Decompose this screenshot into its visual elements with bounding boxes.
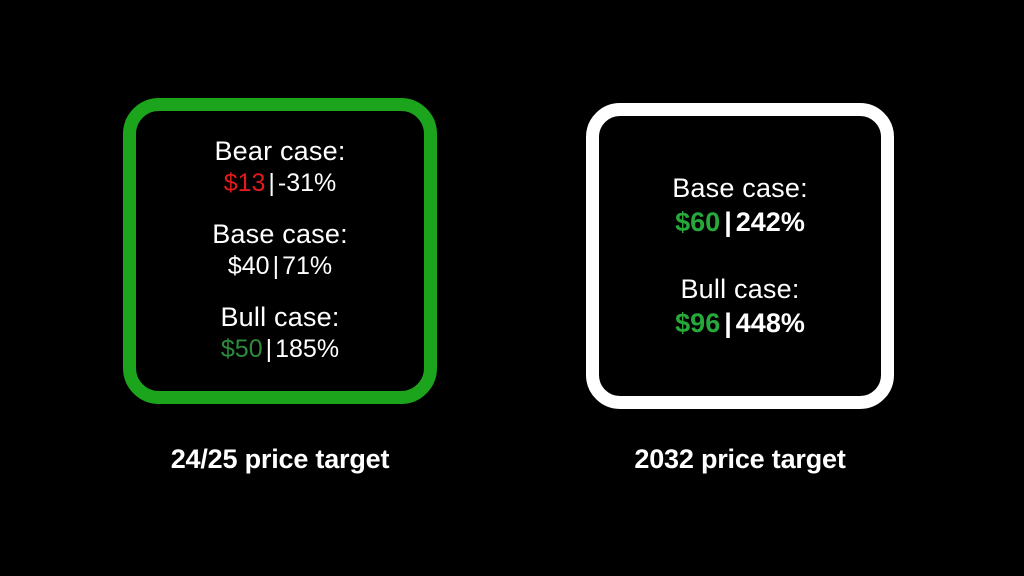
- price-target-column-left: Bear case: $13 | -31% Base case: $40 | 71% B…: [123, 98, 437, 404]
- case-values-base-right: $60 | 242%: [672, 205, 808, 239]
- case-values-bull-right: $96 | 448%: [675, 306, 805, 340]
- case-label-bull-right: Bull case:: [680, 273, 800, 304]
- case-values-base-left: $40 | 71%: [212, 251, 348, 282]
- price-target-column-right: Base case: $60 | 242% Bull case: $96 | 448%: [586, 103, 894, 409]
- case-price-bull-right: $96: [675, 307, 721, 338]
- case-block-bull-right: Bull case: $96 | 448%: [675, 272, 805, 340]
- case-separator-bull-right: |: [724, 307, 732, 338]
- case-block-bull-left: Bull case: $50 | 185%: [220, 301, 339, 365]
- case-block-base-left: Base case: $40 | 71%: [212, 218, 348, 282]
- case-label-bear: Bear case:: [214, 136, 346, 166]
- case-label-bull-left: Bull case:: [220, 302, 340, 332]
- case-price-bull-left: $50: [220, 335, 263, 363]
- caption-24-25-price-target: 24/25 price target: [170, 444, 390, 474]
- case-values-bear: $13 | -31%: [214, 168, 345, 199]
- case-percent-bull-left: 185%: [275, 335, 340, 363]
- case-percent-bear: -31%: [277, 169, 337, 197]
- case-separator-bull-left: |: [265, 335, 273, 363]
- case-percent-bull-right: 448%: [735, 307, 805, 338]
- price-target-card-24-25: Bear case: $13 | -31% Base case: $40 | 71% B…: [123, 98, 437, 404]
- case-price-base-right: $60: [675, 206, 721, 237]
- case-separator-base-left: |: [272, 252, 280, 280]
- case-separator-bear: |: [268, 169, 275, 197]
- case-price-base-left: $40: [227, 252, 270, 280]
- case-percent-base-left: 71%: [282, 252, 333, 280]
- caption-2032-price-target: 2032 price target: [634, 444, 846, 474]
- case-values-bull-left: $50 | 185%: [220, 334, 339, 365]
- case-block-bear: Bear case: $13 | -31%: [214, 135, 345, 199]
- case-separator-base-right: |: [724, 206, 732, 237]
- case-block-base-right: Base case: $60 | 242%: [672, 171, 808, 239]
- case-label-base-left: Base case:: [212, 219, 348, 249]
- case-price-bear: $13: [223, 169, 266, 197]
- price-target-card-2032: Base case: $60 | 242% Bull case: $96 | 448%: [586, 103, 894, 409]
- case-percent-base-right: 242%: [735, 206, 805, 237]
- case-label-base-right: Base case:: [672, 172, 808, 203]
